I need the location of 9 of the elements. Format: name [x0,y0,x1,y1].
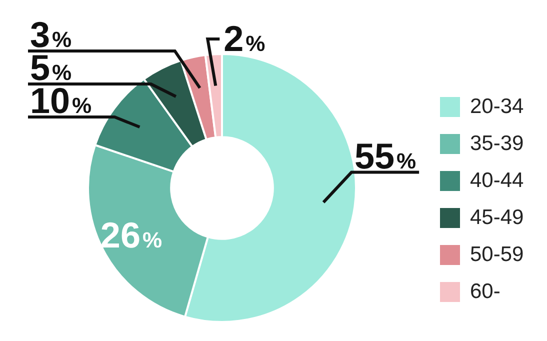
legend-label: 50-59 [470,242,524,266]
data-label: 2% [224,18,266,59]
legend-label: 40-44 [470,168,524,192]
legend-label: 60- [470,280,500,304]
data-label: 55% [354,135,416,176]
data-label: 26% [100,214,162,256]
legend-label: 35-39 [470,132,524,156]
legend-label: 45-49 [470,206,524,230]
legend-label: 20-34 [470,94,524,118]
